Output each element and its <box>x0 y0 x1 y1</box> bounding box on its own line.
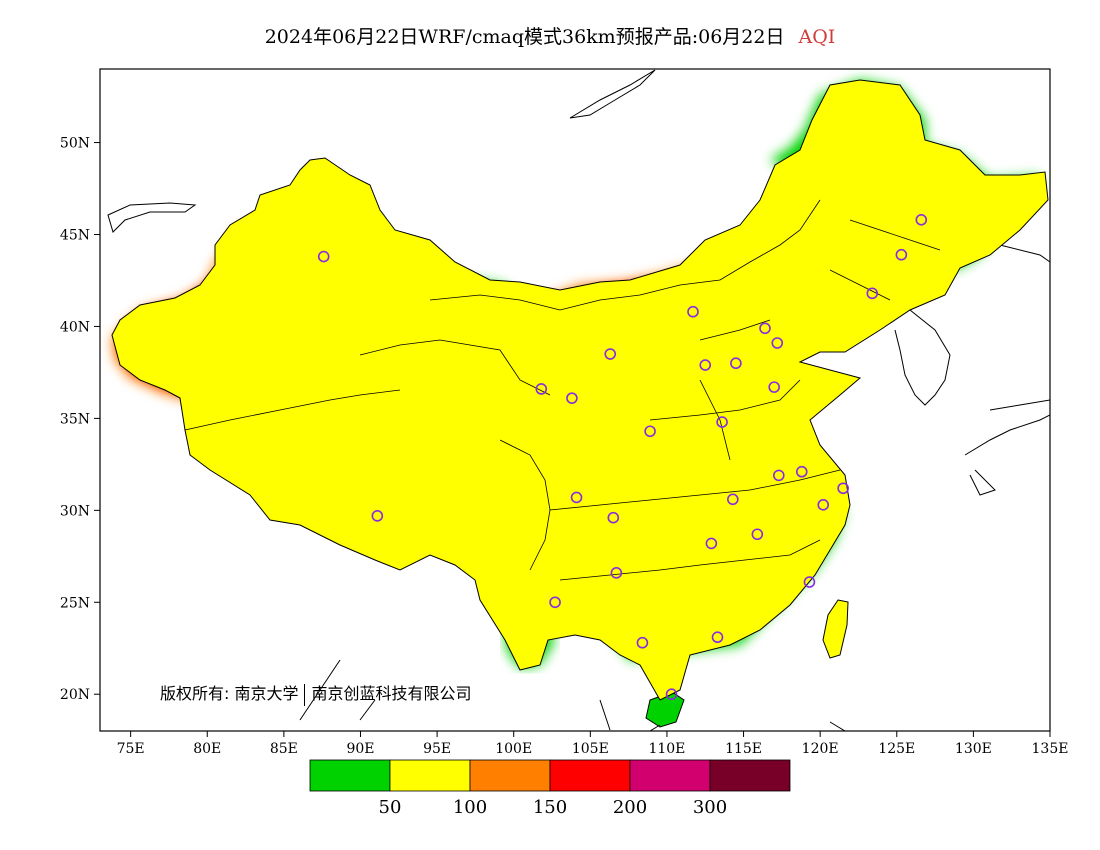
borders <box>111 79 1049 701</box>
station-marker <box>817 499 830 511</box>
station-marker <box>687 305 699 318</box>
x-tick-label: 110E <box>648 741 685 757</box>
x-tick-label: 75E <box>117 741 145 757</box>
y-tick-label: 40N <box>60 319 90 335</box>
border-inner-mongolia <box>429 199 821 311</box>
city-stations <box>317 213 928 701</box>
title-main: 2024年06月22日WRF/cmaq模式36km预报产品:06月22日 <box>264 26 785 48</box>
y-tick-label: 25N <box>60 595 90 611</box>
coast-lake-balkhash <box>107 202 197 233</box>
station-marker <box>607 511 620 524</box>
coast-indochina <box>299 659 846 731</box>
map-title: 2024年06月22日WRF/cmaq模式36km预报产品:06月22日 AQI <box>0 22 1100 49</box>
x-tick-label: 120E <box>802 741 839 757</box>
legend-label: 300 <box>693 797 727 818</box>
station-marker <box>644 425 656 438</box>
x-tick-label: 105E <box>572 741 609 757</box>
x-tick-label: 90E <box>346 741 374 757</box>
legend-swatch <box>309 759 391 792</box>
station-marker <box>705 537 718 550</box>
y-tick-label: 35N <box>60 411 90 427</box>
legend-swatch <box>709 759 791 792</box>
border-south <box>559 539 821 581</box>
station-marker <box>730 357 742 370</box>
station-marker <box>371 510 384 522</box>
map-frame <box>99 68 1051 732</box>
station-marker <box>771 337 784 349</box>
x-tick-label: 85E <box>270 741 298 757</box>
x-tick-label: 80E <box>193 741 221 757</box>
station-marker <box>566 392 578 404</box>
coastlines <box>107 69 1050 731</box>
station-marker <box>915 213 928 226</box>
station-marker <box>699 359 712 371</box>
x-tick-label: 135E <box>1032 741 1069 757</box>
copyright-separator <box>304 683 306 706</box>
station-marker <box>772 469 785 482</box>
map-area <box>107 69 1050 731</box>
border-yangtze <box>549 469 841 511</box>
border-northeast <box>829 219 941 301</box>
station-marker <box>895 248 908 261</box>
copyright-note: 版权所有: 南京大学 南京创蓝科技有限公司 <box>160 680 472 706</box>
aqi-field-taiwan <box>823 600 848 658</box>
station-marker <box>317 250 330 263</box>
legend-label: 50 <box>379 797 402 818</box>
station-marker <box>768 381 780 393</box>
y-tick-label: 30N <box>60 503 90 519</box>
station-marker <box>751 528 764 541</box>
station-marker <box>866 287 879 300</box>
legend-swatch <box>549 759 631 792</box>
legend-swatch <box>629 759 711 792</box>
x-tick-label: 115E <box>725 741 762 757</box>
border-sichuan <box>499 439 551 571</box>
y-tick-label: 45N <box>60 228 90 244</box>
border-north-china <box>649 319 801 461</box>
copyright-owner-suffix: 南京创蓝科技有限公司 <box>311 684 472 703</box>
color-legend: 50 100 150 200 300 <box>309 759 791 818</box>
station-marker <box>795 465 808 478</box>
station-marker <box>759 322 771 335</box>
station-marker <box>716 416 728 428</box>
station-marker <box>837 482 849 495</box>
border-xinjiang-tibet <box>184 389 401 431</box>
station-marker <box>665 688 678 701</box>
station-marker <box>535 383 548 395</box>
coast-japan <box>964 244 1050 496</box>
station-marker <box>711 631 724 644</box>
legend-swatch <box>469 759 551 792</box>
x-tick-label: 100E <box>495 741 532 757</box>
station-marker <box>610 567 623 579</box>
x-tick-label: 125E <box>878 741 915 757</box>
x-axis: 75E 80E 85E 90E 95E 100E 105E 110E 115E 120E 125E 1… <box>117 731 1069 757</box>
title-variable: AQI <box>798 26 836 48</box>
station-marker <box>727 493 739 506</box>
y-axis: 50N 45N 40N 35N 30N 25N 20N <box>60 136 100 703</box>
border-gansu-qinghai <box>359 339 551 396</box>
coast-baikal <box>569 69 656 119</box>
x-tick-label: 130E <box>955 741 992 757</box>
coast-korea <box>894 309 951 406</box>
legend-label: 200 <box>613 797 647 818</box>
y-tick-label: 50N <box>60 136 90 152</box>
station-marker <box>604 348 617 360</box>
station-marker <box>570 491 583 504</box>
copyright-owner-prefix: 版权所有: 南京大学 <box>160 684 299 703</box>
legend-label: 150 <box>533 797 567 818</box>
station-marker <box>803 576 816 588</box>
coast-taiwan <box>822 599 849 659</box>
x-tick-label: 95E <box>423 741 451 757</box>
station-marker <box>636 636 649 649</box>
y-tick-label: 20N <box>60 687 90 703</box>
legend-swatch <box>389 759 471 792</box>
station-marker <box>549 596 561 609</box>
legend-label: 100 <box>453 797 487 818</box>
aqi-field-hainan <box>646 692 684 727</box>
